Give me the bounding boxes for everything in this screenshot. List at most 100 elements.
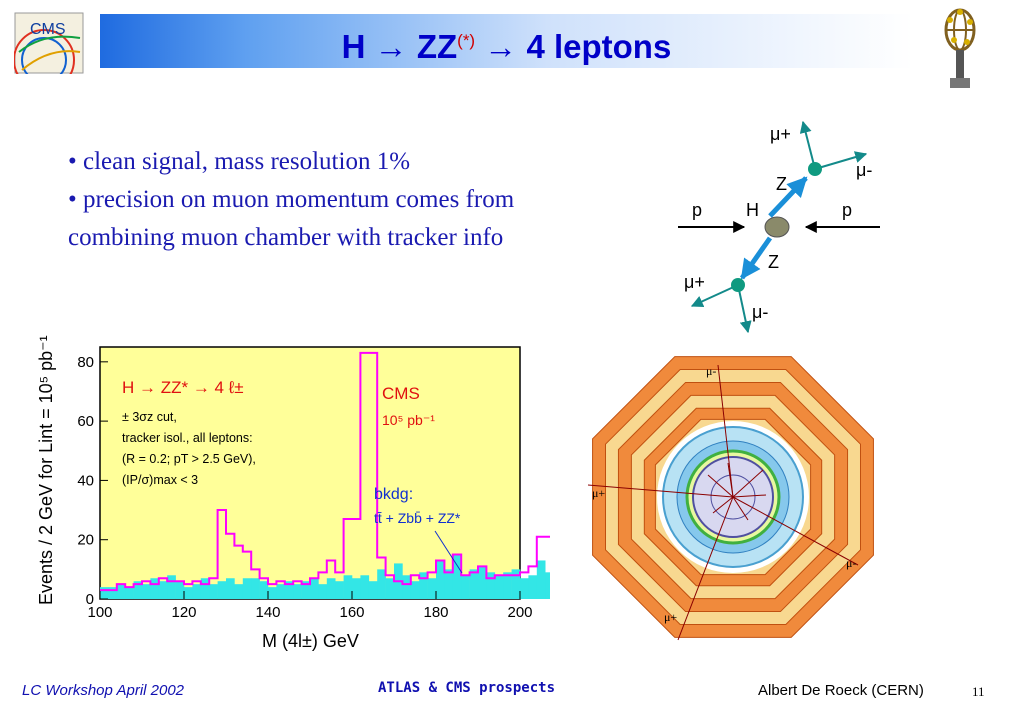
y-axis-label: Events / 2 GeV for Lint = 10⁵ pb⁻¹ [36, 335, 56, 605]
background-bar [503, 572, 512, 599]
bullet-item: • clean signal, mass resolution 1% [68, 148, 411, 175]
x-tick-label: 180 [423, 604, 448, 621]
decay-vertex [731, 278, 745, 292]
muon-label: μ+ [664, 610, 677, 624]
label-h: H [746, 200, 759, 220]
label-mu-plus: μ+ [684, 272, 705, 292]
label-mu-minus: μ- [752, 302, 768, 322]
label-mu-plus: μ+ [770, 124, 791, 144]
cut-annotation: (R = 0.2; pT > 2.5 GeV), [122, 452, 256, 466]
background-bar [158, 581, 168, 599]
background-bar [116, 584, 126, 599]
background-bar [251, 578, 260, 599]
title-tail: → 4 leptons [475, 28, 672, 65]
background-bar [452, 554, 462, 599]
background-title: bkdg: [374, 486, 413, 503]
background-bar [326, 578, 336, 599]
muon-label: μ- [846, 556, 856, 570]
x-tick-label: 140 [255, 604, 280, 621]
bullet-list: • clean signal, mass resolution 1% • pre… [68, 143, 588, 257]
mass-histogram: 100 120 140 160 180 200 0 20 40 60 80 H → ZZ* → 4 … [30, 325, 773, 655]
background-bar [293, 584, 302, 599]
label-p: p [842, 200, 852, 220]
background-bar [444, 569, 454, 599]
background-bar [343, 575, 353, 599]
muon-label: μ- [706, 364, 716, 378]
background-bar [268, 587, 277, 599]
background-bar [436, 560, 445, 599]
histogram-svg: 100 120 140 160 180 200 0 20 40 60 80 H → ZZ* → 4 … [36, 335, 773, 651]
background-bar [478, 566, 487, 599]
background-bar [242, 578, 252, 599]
cms-logo-icon: CMS [13, 12, 84, 91]
muon-line [799, 120, 816, 170]
background-bar [133, 581, 143, 599]
background-description: tt̄ + Zbb̄ + ZZ* [374, 510, 461, 526]
background-bar [494, 575, 504, 599]
background-bar [259, 581, 269, 599]
background-bar [217, 581, 227, 599]
background-bar [385, 578, 395, 599]
background-bar [192, 584, 202, 599]
footer-right: Albert De Roeck (CERN) [758, 682, 924, 699]
background-bar [234, 584, 244, 599]
higgs-vertex [764, 216, 790, 238]
background-bar [276, 584, 286, 599]
z-boson-upper [768, 176, 808, 218]
atlas-logo-icon [944, 8, 976, 88]
y-tick-label: 40 [77, 472, 94, 489]
y-tick-label: 0 [86, 591, 94, 608]
background-bar [142, 584, 151, 599]
label-z: Z [768, 252, 779, 272]
footer-left: LC Workshop April 2002 [22, 682, 185, 699]
title-bar [100, 14, 913, 68]
x-tick-label: 160 [339, 604, 364, 621]
bullet-item: • precision on muon momentum comes from … [68, 186, 515, 251]
title-main: H → ZZ [341, 28, 458, 65]
background-bar [284, 581, 294, 599]
atlas-logo [940, 4, 980, 90]
cut-annotation: ± 3σz cut, [122, 410, 177, 424]
label-p: p [692, 200, 702, 220]
cms-logo: CMS [13, 12, 84, 91]
background-bar [402, 575, 412, 599]
muon-line [737, 284, 752, 334]
background-bar [545, 572, 554, 599]
process-label: H → ZZ* → 4 ℓ± [122, 378, 244, 397]
cut-annotation: (IP/σ)max < 3 [122, 473, 198, 487]
background-bar [301, 581, 311, 599]
event-tracks [587, 364, 859, 641]
detector-event-display: μ- μ+ μ- μ+ [578, 345, 900, 657]
background-bar [335, 581, 344, 599]
y-tick-label: 60 [77, 413, 94, 430]
background-bar [200, 578, 210, 599]
background-bar [108, 587, 118, 599]
background-bar [150, 578, 160, 599]
background-bar [520, 578, 529, 599]
x-tick-label: 120 [171, 604, 196, 621]
lumi-label: 10⁵ pb⁻¹ [382, 412, 435, 428]
footer-center: ATLAS & CMS prospects [378, 680, 556, 696]
background-bar [410, 581, 420, 599]
x-tick-label: 100 [87, 604, 112, 621]
background-bar [469, 569, 479, 599]
background-bar [377, 569, 386, 599]
x-axis-label: M (4l±) GeV [262, 631, 359, 651]
background-bar [318, 584, 328, 599]
background-bar [175, 581, 185, 599]
y-tick-label: 20 [77, 532, 94, 549]
background-bar [209, 584, 218, 599]
label-mu-minus: μ- [856, 160, 872, 180]
background-bar [368, 581, 378, 599]
muon-label: μ+ [592, 486, 605, 500]
x-tick-label: 200 [507, 604, 532, 621]
background-bar [528, 575, 538, 599]
tracker-inner [710, 474, 756, 520]
background-bar [226, 578, 235, 599]
svg-text:CMS: CMS [30, 21, 66, 38]
decay-diagram: μ+ μ- Z p H p Z μ+ μ- [670, 110, 900, 340]
z-boson-lower [739, 236, 773, 280]
background-bar [511, 569, 521, 599]
decay-vertex [808, 162, 822, 176]
page-number: 11 [972, 684, 985, 699]
